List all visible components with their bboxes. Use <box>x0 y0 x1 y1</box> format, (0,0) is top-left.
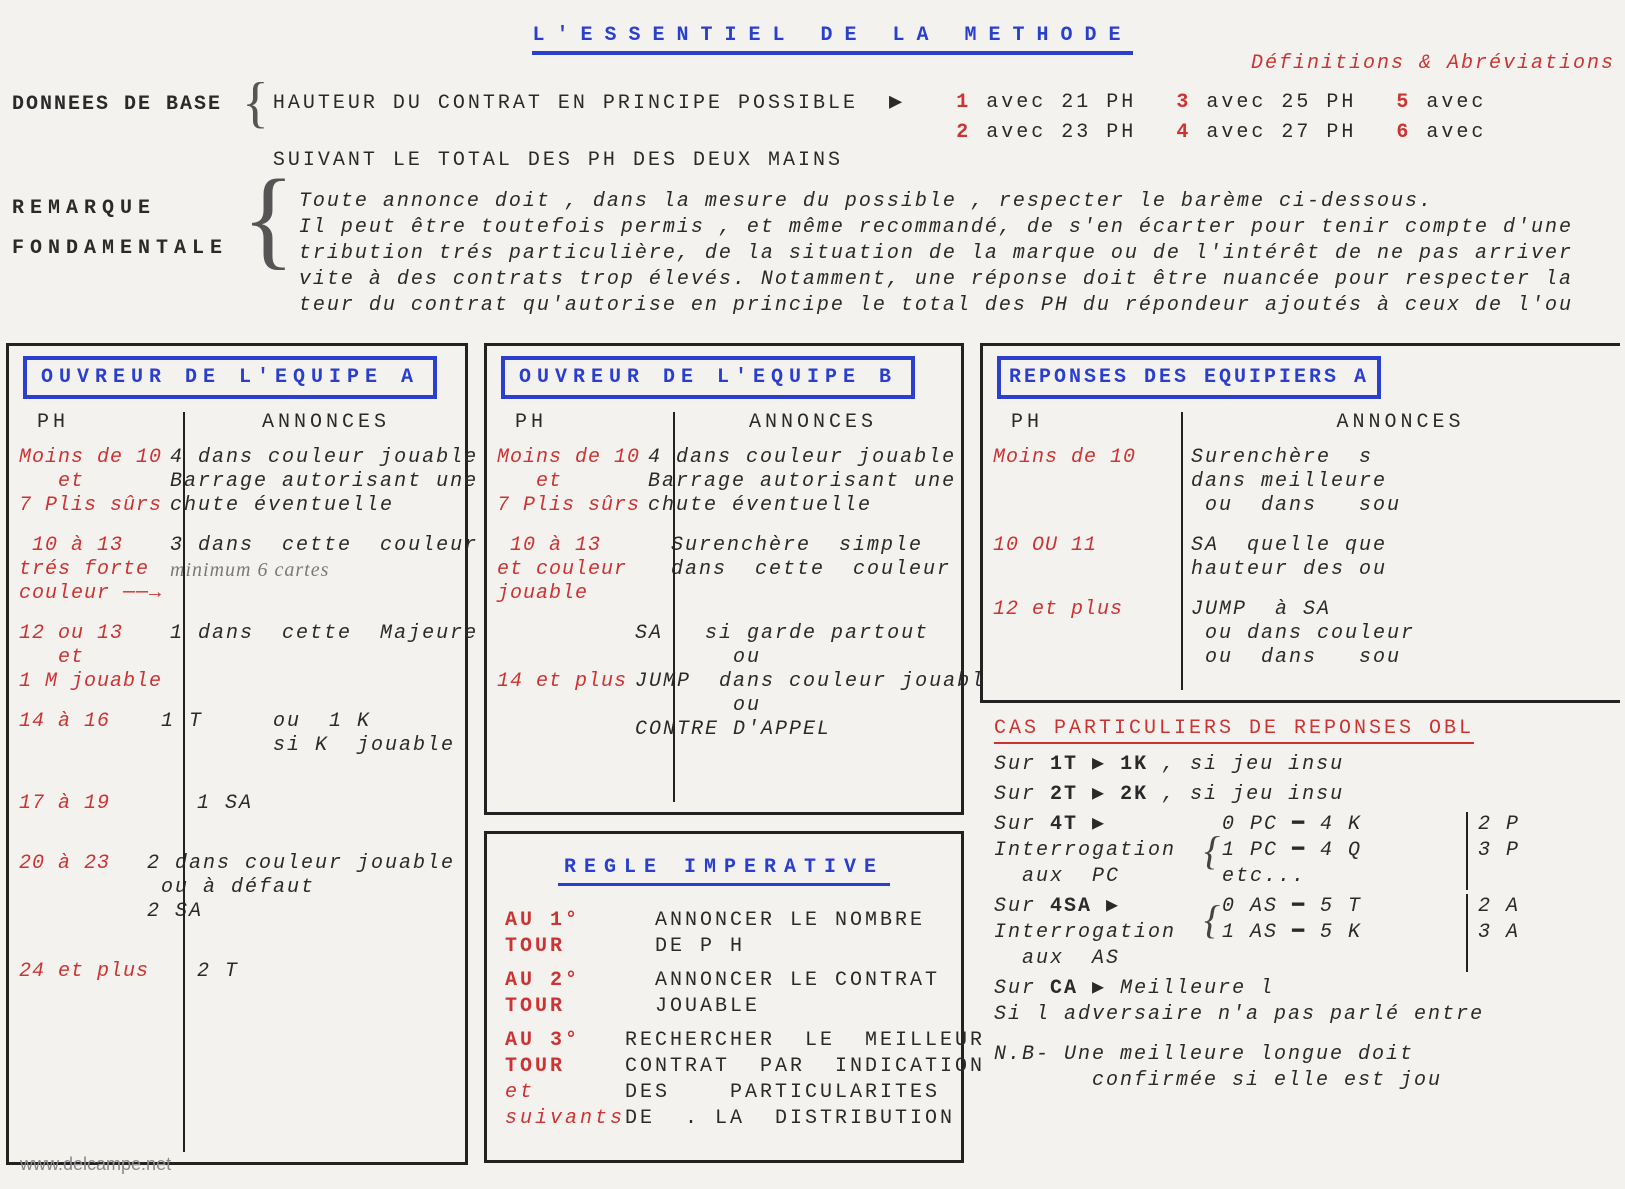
table-head: PH ANNONCES <box>983 409 1620 440</box>
rule-title: REGLE IMPERATIVE <box>558 856 890 886</box>
divider <box>183 412 185 1152</box>
table-row: 20 à 232 dans couleur jouable ou à défau… <box>9 846 465 954</box>
arrow-icon: ▶ <box>889 89 905 117</box>
panels-row: OUVREUR DE L'EQUIPE A PH ANNONCES Moins … <box>0 337 1625 1165</box>
edge-fade <box>1621 0 1625 1189</box>
base-line1: HAUTEUR DU CONTRAT EN PRINCIPE POSSIBLE <box>273 92 858 115</box>
table-row: 10 OU 11SA quelle que hauteur des ou <box>983 528 1620 592</box>
brace-icon: { <box>242 183 295 253</box>
panel-reponses: REPONSES DES EQUIPIERS A PH ANNONCES Moi… <box>980 343 1620 703</box>
middle-column: OUVREUR DE L'EQUIPE B PH ANNONCES Moins … <box>484 343 964 1165</box>
table-row: Moins de 10 et 7 Plis sûrs4 dans couleur… <box>9 440 465 528</box>
rule-row: AU 2° TOURANNONCER LE CONTRAT JOUABLE <box>487 964 961 1024</box>
table-row: 14 et plusSA si garde partout ou JUMP da… <box>487 616 961 752</box>
base-label: DONNEES DE BASE <box>12 89 242 116</box>
table-row: 10 à 13 trés forte couleur ──→3 dans cet… <box>9 528 465 616</box>
table-row: 24 et plus2 T <box>9 954 465 994</box>
watermark: www.delcampe.net <box>20 1154 171 1175</box>
panel-r-title: REPONSES DES EQUIPIERS A <box>997 356 1381 399</box>
cas-ca: Sur CA ▶ Meilleure l Si l adversaire n'a… <box>980 974 1620 1030</box>
table-row: Moins de 10 et 7 Plis sûrs4 dans couleur… <box>487 440 961 528</box>
cas-4sa: Sur 4SA ▶Interrogation aux AS {0 AS ━ 5 … <box>980 892 1620 974</box>
table-row: 10 à 13 et couleur jouableSurenchère sim… <box>487 528 961 616</box>
panel-b-title: OUVREUR DE L'EQUIPE B <box>501 356 915 399</box>
table-head: PH ANNONCES <box>487 409 961 440</box>
cas-line: Sur 1T ▶ 1K , si jeu insu <box>980 750 1620 780</box>
table-row: Moins de 10Surenchère s dans meilleure o… <box>983 440 1620 528</box>
cas-4t: Sur 4T ▶Interrogation aux PC {0 PC ━ 4 K… <box>980 810 1620 892</box>
base-text: HAUTEUR DU CONTRAT EN PRINCIPE POSSIBLE … <box>273 89 1487 175</box>
cas-title: CAS PARTICULIERS DE REPONSES OBL <box>994 717 1474 744</box>
handwritten-note: minimum 6 cartes <box>170 559 329 581</box>
brace-icon: { <box>242 83 269 123</box>
panel-regle: REGLE IMPERATIVE AU 1° TOURANNONCER LE N… <box>484 831 964 1163</box>
right-column: REPONSES DES EQUIPIERS A PH ANNONCES Moi… <box>980 343 1620 1165</box>
table-row: 14 à 161 T ou 1 K si K jouable <box>9 704 465 768</box>
rule-row: AU 1° TOURANNONCER LE NOMBRE DE P H <box>487 904 961 964</box>
table-row: 17 à 191 SA <box>9 768 465 846</box>
cas-nb: N.B- Une meilleure longue doit confirmée… <box>980 1040 1620 1096</box>
remark-text: Toute annonce doit , dans la mesure du p… <box>299 189 1625 319</box>
document-page: L'ESSENTIEL DE LA METHODE Définitions & … <box>0 0 1625 1189</box>
divider <box>673 412 675 802</box>
table-head: PH ANNONCES <box>9 409 465 440</box>
definitions-label: Définitions & Abréviations <box>1251 52 1615 75</box>
remark-block: REMARQUE FONDAMENTALE { Toute annonce do… <box>12 189 1625 319</box>
cas-line: Sur 2T ▶ 2K , si jeu insu <box>980 780 1620 810</box>
title-row: L'ESSENTIEL DE LA METHODE <box>40 24 1625 55</box>
base-line2: SUIVANT LE TOTAL DES PH DES DEUX MAINS <box>273 149 843 172</box>
brace-icon: { <box>1204 841 1222 861</box>
rule-row: AU 3° TOURet suivants RECHERCHER LE MEIL… <box>487 1024 961 1136</box>
panel-equipe-b: OUVREUR DE L'EQUIPE B PH ANNONCES Moins … <box>484 343 964 815</box>
divider <box>1181 412 1183 690</box>
main-title: L'ESSENTIEL DE LA METHODE <box>532 24 1132 55</box>
table-row: 12 et plusJUMP à SA ou dans couleur ou d… <box>983 592 1620 680</box>
ph-grid: 1 avec 21 PH 3 avec 25 PH 5 avec 2 avec … <box>956 89 1486 147</box>
panel-equipe-a: OUVREUR DE L'EQUIPE A PH ANNONCES Moins … <box>6 343 468 1165</box>
brace-icon: { <box>1204 910 1222 930</box>
panel-a-title: OUVREUR DE L'EQUIPE A <box>23 356 437 399</box>
table-row: 12 ou 13 et 1 M jouable1 dans cette Maje… <box>9 616 465 704</box>
cas-particuliers-block: CAS PARTICULIERS DE REPONSES OBL Sur 1T … <box>980 709 1620 1096</box>
remark-label: REMARQUE FONDAMENTALE <box>12 189 242 269</box>
